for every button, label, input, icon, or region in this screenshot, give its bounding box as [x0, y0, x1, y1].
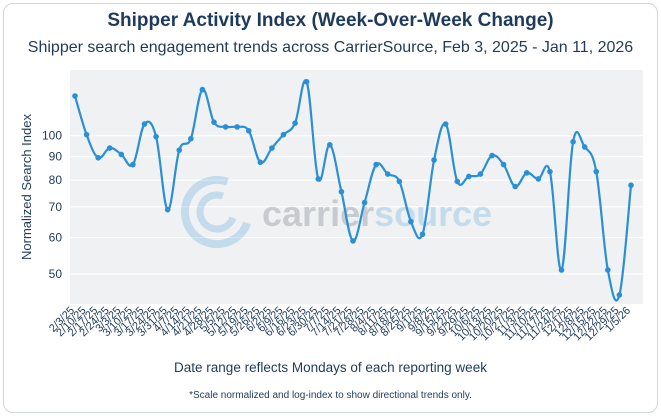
data-point	[199, 86, 206, 93]
data-point	[384, 171, 391, 177]
data-point	[442, 121, 449, 127]
data-point	[164, 206, 171, 213]
data-point	[500, 161, 507, 168]
y-tick-label: 60	[49, 231, 63, 245]
plot-background	[70, 70, 643, 304]
data-point	[361, 199, 368, 206]
data-point	[512, 183, 518, 190]
data-point	[327, 142, 333, 148]
watermark-logo: carriersource	[181, 176, 492, 248]
watermark-text: carriersource	[262, 193, 492, 234]
data-point	[408, 218, 414, 225]
watermark-brand-part2: source	[374, 193, 492, 234]
y-tick-label: 80	[49, 173, 63, 187]
data-point	[303, 79, 310, 85]
carriersource-logo-icon	[181, 176, 253, 248]
data-point	[72, 93, 78, 99]
y-tick-label: 100	[42, 129, 62, 143]
data-point	[477, 171, 484, 177]
data-point	[118, 151, 125, 158]
x-tick-labels: 2/3/252/10/252/17/252/24/253/3/253/10/25…	[47, 305, 633, 344]
data-point	[211, 119, 217, 125]
data-point	[558, 267, 565, 273]
data-point	[373, 161, 379, 168]
data-point	[141, 121, 148, 127]
data-point	[350, 238, 356, 244]
y-axis-label: Normalized Search Index	[19, 114, 34, 260]
data-point	[396, 178, 403, 185]
footnote: *Scale normalized and log-index to show …	[189, 390, 472, 401]
data-point	[535, 176, 542, 182]
data-point	[269, 145, 275, 151]
y-tick-labels: 50 60 70 80 90 100	[42, 129, 62, 281]
data-point	[222, 124, 229, 130]
data-point	[547, 168, 553, 175]
chart-title: Shipper Activity Index (Week-Over-Week C…	[107, 10, 554, 31]
x-axis-label: Date range reflects Mondays of each repo…	[174, 360, 487, 375]
data-point	[153, 133, 159, 140]
data-point	[338, 188, 345, 195]
watermark-brand-part1: carrier	[262, 193, 374, 234]
data-point	[83, 131, 90, 138]
data-point	[280, 131, 287, 138]
data-point	[257, 159, 264, 166]
data-point	[523, 170, 530, 176]
data-point	[454, 178, 461, 185]
series-points	[72, 79, 634, 298]
data-point	[616, 292, 623, 298]
data-point	[130, 161, 136, 168]
y-tick-label: 90	[49, 150, 63, 164]
y-tick-label: 50	[49, 267, 63, 281]
data-point	[431, 157, 437, 163]
data-point	[176, 147, 183, 153]
data-point	[188, 135, 194, 142]
data-point	[95, 155, 101, 161]
chart-subtitle: Shipper search engagement trends across …	[27, 39, 634, 56]
data-point	[570, 138, 576, 145]
data-point	[593, 168, 600, 175]
data-point	[234, 124, 240, 130]
data-point	[605, 267, 611, 273]
data-point	[628, 182, 634, 189]
data-point	[489, 152, 495, 159]
data-point	[292, 120, 298, 126]
data-point	[245, 127, 252, 134]
data-point	[466, 173, 472, 180]
data-point	[419, 231, 426, 238]
y-tick-label: 70	[49, 200, 63, 214]
data-point	[581, 144, 588, 150]
data-point	[315, 176, 322, 182]
data-point	[106, 145, 113, 151]
